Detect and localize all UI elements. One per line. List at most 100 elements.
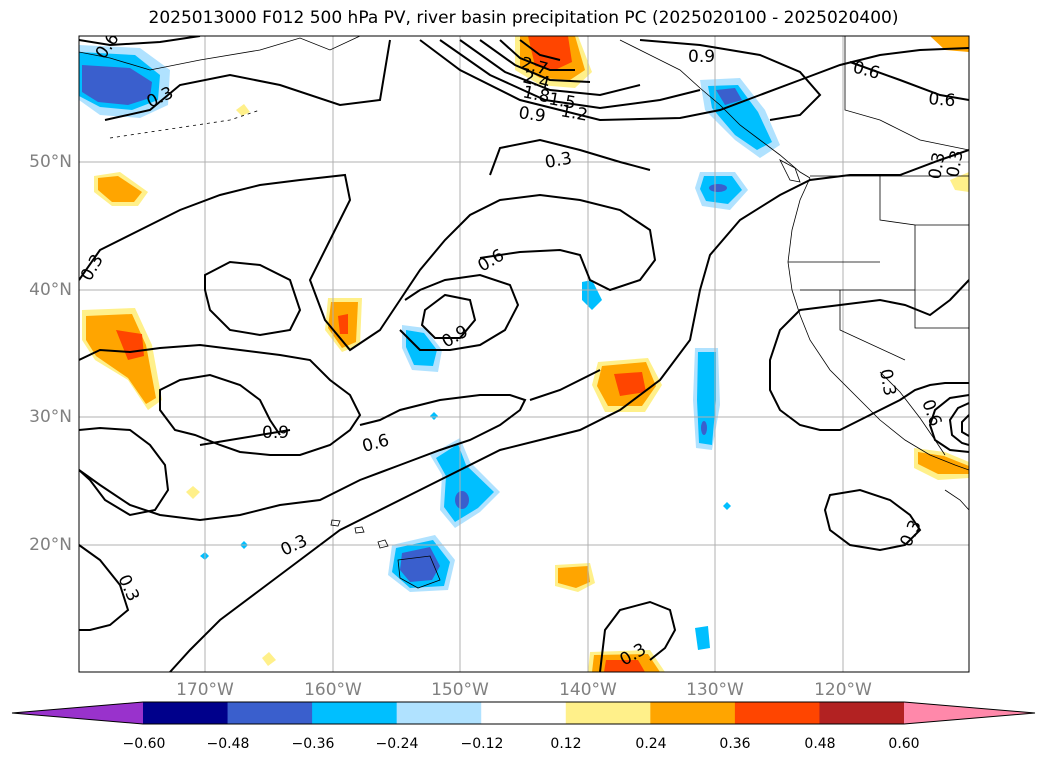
colorbar [11, 701, 1036, 725]
coastline-ak-panhandle [619, 39, 811, 179]
coastline-hawaii-1 [397, 555, 441, 589]
colorbar-segment [312, 702, 398, 724]
colorbar-extend-low [12, 702, 143, 724]
precip-negative-anomaly-140w [582, 280, 602, 310]
contour-label: 0.6 [475, 245, 508, 276]
colorbar-segment [819, 702, 905, 724]
colorbar-tick: −0.48 [206, 736, 250, 752]
contour-label: 1.2 [559, 101, 589, 125]
precip-positive-anomaly-tiny8 [950, 172, 969, 192]
precip-positive-anomaly-tiny5 [186, 486, 200, 499]
pv-contour-0.3-se [823, 488, 922, 552]
precip-negative-anomaly-nw-inner [82, 65, 152, 105]
precip-positive-anomaly-142w-core [558, 566, 590, 588]
lon-label-160w: 160°W [304, 680, 362, 700]
colorbar-tick: 0.12 [550, 736, 582, 752]
contour-label: 0.3 [113, 572, 143, 605]
precip-negative-anomaly-tiny2 [723, 502, 731, 510]
pv-contour-gulf-6 [519, 39, 561, 61]
contour-label: 0.9 [517, 103, 547, 127]
coastline-hawaii-2 [377, 539, 389, 549]
pv-contour-ca-nested-2 [948, 402, 969, 446]
pv-contours [79, 36, 969, 672]
pv-contour-ca-nested-1 [928, 394, 969, 453]
contour-label: 0.6 [360, 431, 391, 457]
pv-contour-0.6-nw [79, 36, 201, 47]
coastline-pacific-nw [787, 177, 969, 471]
precip-negative-anomaly-ak-inner [716, 88, 742, 105]
pv-contour-0.3-main [79, 173, 657, 352]
colorbar-outline [11, 701, 1036, 725]
lon-label-140w: 140°W [559, 680, 617, 700]
pv-contour-0.6-west [79, 343, 362, 456]
precip-positive-anomaly-west-core [116, 330, 144, 360]
precip-negative-anomaly-sw [695, 626, 710, 650]
colorbar-segment [650, 702, 736, 724]
colorbar-segment [565, 702, 651, 724]
precip-positive-anomaly-tiny6 [262, 652, 276, 666]
lat-label-20n: 20°N [29, 535, 72, 555]
precip-negative-anomaly-tiny1 [430, 412, 438, 420]
lat-label-30n: 30°N [29, 407, 72, 427]
precip-negative-anomaly-130w-core [697, 352, 716, 445]
coastline-mexico [944, 489, 969, 511]
precip-negative-anomaly-130w-inner [701, 421, 707, 435]
precip-positive-anomaly-175w-core [98, 176, 142, 202]
pv-contour-0.6-ne [849, 61, 969, 101]
pv-contour-gulf-1 [419, 39, 969, 122]
pv-contour-0.3-south [599, 600, 677, 672]
pv-contour-0.9-west [79, 426, 170, 517]
contour-label: 0.3 [925, 151, 949, 181]
contour-label: 0.6 [917, 397, 945, 429]
coastline-baja [879, 371, 946, 456]
map-title: 2025013000 F012 500 hPa PV, river basin … [148, 8, 899, 28]
lon-label-170w: 170°W [176, 680, 234, 700]
colorbar-tick: 0.60 [888, 736, 920, 752]
precip-positive-anomaly-160w-core [338, 314, 348, 334]
colorbar-segments [12, 702, 1035, 724]
contour-label-layer: 0.6 0.3 2.7 2.4 1.8 1.5 1.2 0.9 0.9 0.6 … [79, 36, 968, 670]
precip-positive-anomaly-tiny7 [236, 104, 250, 116]
colorbar-segment [481, 702, 567, 724]
precip-negative-anomaly-150w-core [436, 444, 494, 522]
coastline-hawaii-3 [354, 526, 365, 534]
contour-label: 1.5 [547, 89, 577, 113]
colorbar-tick: −0.12 [460, 736, 504, 752]
lon-label-130w: 130°W [686, 680, 744, 700]
pv-contour-gulf-4 [479, 39, 591, 83]
pv-contour-0.6-arc [529, 369, 601, 401]
pv-contour-0.3-gulf-south [489, 138, 651, 176]
pv-contour-0.9-arc [199, 429, 291, 446]
pv-contour-gulf-2 [439, 39, 701, 110]
colorbar-tick: −0.24 [375, 736, 419, 752]
colorbar-segment [396, 702, 482, 724]
colorbar-extend-high [904, 702, 1035, 724]
contour-label: 0.6 [928, 89, 957, 111]
map-plot: 0.6 0.3 2.7 2.4 1.8 1.5 1.2 0.9 0.9 0.6 … [78, 35, 970, 673]
contour-label: 0.3 [875, 367, 899, 397]
colorbar-tick: −0.60 [122, 736, 166, 752]
colorbar-tick: 0.36 [719, 736, 751, 752]
contour-label: 0.9 [688, 47, 715, 67]
precip-negative-anomaly-150w-inner [455, 491, 469, 509]
border-ak-canada [844, 36, 969, 151]
plot-frame [78, 35, 970, 673]
contour-label: 0.3 [543, 149, 573, 173]
border-states [788, 176, 969, 361]
pv-contour-gulf-5 [499, 39, 575, 71]
colorbar-segment [143, 702, 229, 724]
pv-contour-0.9-loop [420, 293, 477, 339]
precip-positive-anomaly-socal-core [918, 452, 969, 474]
pv-contour-0.3-east [769, 279, 969, 431]
precip-negative-anomaly-bc-inner [709, 184, 727, 192]
precip-negative-anomaly-155w-core [406, 330, 437, 366]
coastline-hawaii-4 [330, 519, 341, 527]
precip-positive-anomaly-gulf-ak-core [528, 36, 572, 70]
pv-contour-0.3-sw [79, 544, 130, 631]
lat-label-50n: 50°N [29, 152, 72, 172]
colorbar-tick: −0.36 [291, 736, 335, 752]
lat-label-40n: 40°N [29, 280, 72, 300]
pv-contour-0.3-big-arc [169, 149, 969, 672]
pv-contour-0.3-north [104, 39, 391, 121]
contour-label: 0.3 [943, 149, 967, 179]
